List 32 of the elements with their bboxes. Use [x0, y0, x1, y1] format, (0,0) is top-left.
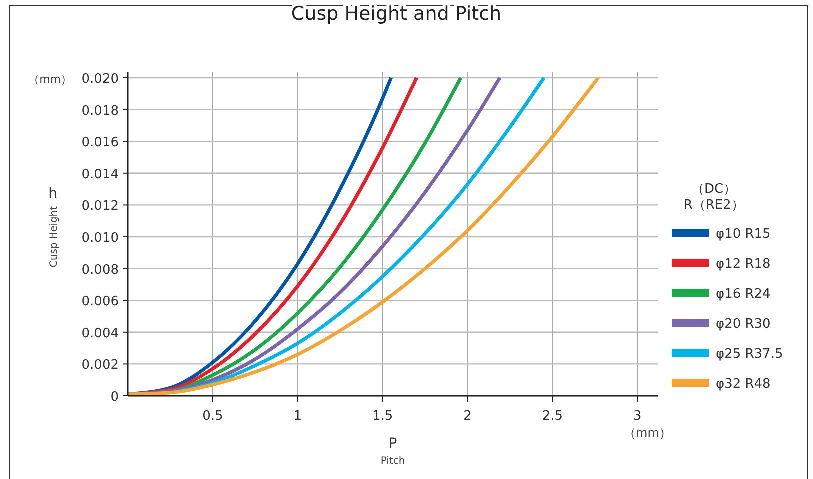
- text: （mm）: [28, 73, 72, 86]
- legend-label: φ25 R37.5: [716, 347, 784, 362]
- x-tick-label: 1.5: [372, 409, 394, 424]
- y-tick-label: 0.006: [82, 294, 119, 310]
- legend-label: φ32 R48: [716, 377, 771, 392]
- text: Pitch: [380, 456, 406, 467]
- chart-title: Cusp Height and Pitch: [291, 3, 502, 25]
- y-tick-label: 0.004: [82, 326, 119, 342]
- x-axis-title: P: [388, 436, 398, 452]
- y-tick-label: 0.018: [82, 104, 119, 119]
- y-tick-label: 0: [110, 390, 119, 405]
- text: （mm）: [624, 426, 672, 440]
- legend-title: （DC） R（RE2）: [684, 182, 744, 213]
- y-tick-label: 0.016: [82, 136, 119, 151]
- legend-label: φ16 R24: [716, 287, 771, 302]
- x-tick-label: 2: [464, 409, 472, 424]
- x-tick-label: 3: [633, 409, 642, 424]
- y-tick-label: 0.010: [82, 231, 119, 246]
- x-tick-label: 1: [294, 409, 302, 424]
- x-tick-label: 2.5: [542, 409, 564, 424]
- y-tick-label: 0.002: [82, 358, 119, 374]
- y-tick-label: 0.020: [82, 72, 119, 87]
- y-axis-title: h: [48, 186, 58, 202]
- legend-label: φ20 R30: [716, 317, 771, 332]
- legend-label: φ10 R15: [716, 227, 771, 242]
- text: Cusp Height: [49, 206, 60, 268]
- y-tick-label: 0.014: [82, 167, 119, 182]
- y-tick-label: 0.012: [82, 199, 119, 214]
- y-tick-label: 0.008: [82, 262, 119, 278]
- legend-label: φ12 R18: [716, 257, 771, 272]
- line-series: [126, 76, 600, 396]
- x-tick-label: 0.5: [202, 409, 224, 424]
